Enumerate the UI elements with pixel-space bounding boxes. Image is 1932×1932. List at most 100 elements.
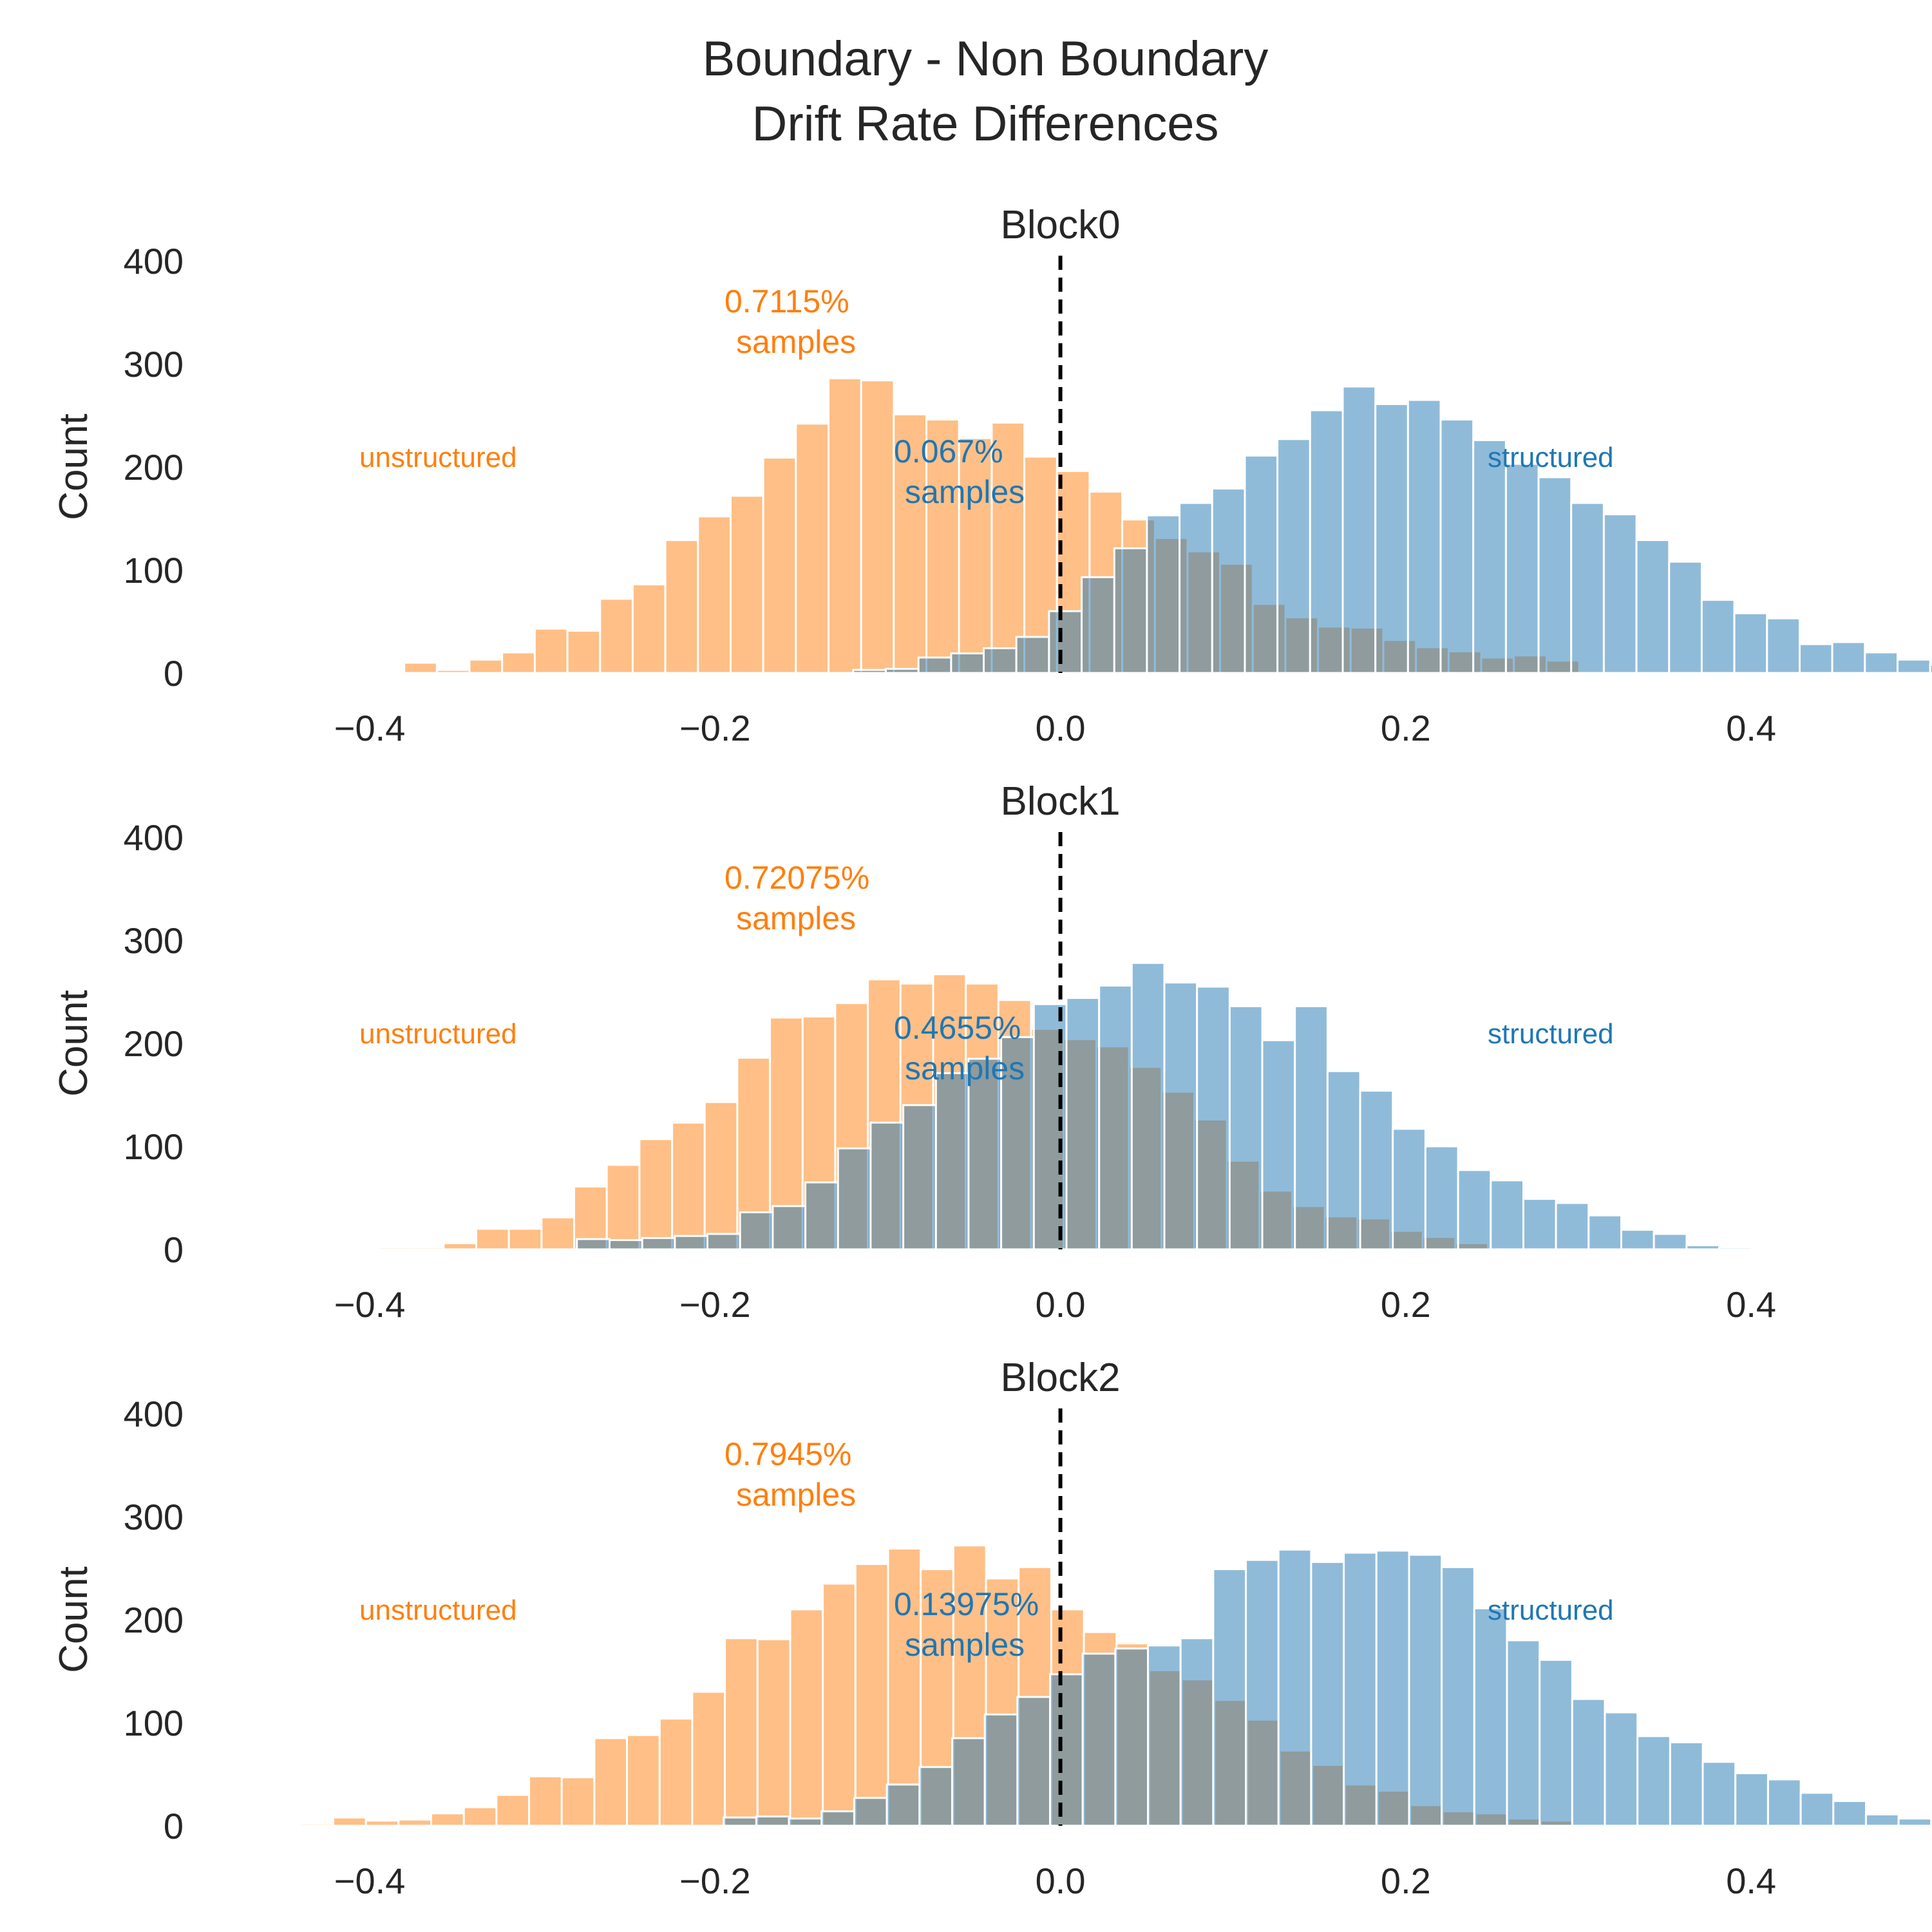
histogram-bar-structured — [1668, 560, 1703, 674]
histogram-bar-unstructured — [697, 515, 732, 674]
histogram-bar-unstructured — [756, 1638, 791, 1827]
histogram-bar-structured — [1472, 439, 1507, 674]
panel-title: Block2 — [1001, 1356, 1121, 1400]
histogram-bar-structured — [1326, 1070, 1361, 1251]
series-structured — [852, 385, 1932, 674]
histogram-bar-unstructured — [430, 1812, 465, 1827]
structured-samples-annotation: samples — [905, 474, 1025, 510]
structured-percent-annotation: 0.067% — [894, 433, 1003, 469]
histogram-bar-structured — [1766, 617, 1801, 674]
y-axis-label: Count — [52, 413, 96, 520]
histogram-bar-structured — [1196, 985, 1231, 1251]
histogram-bar-structured — [1555, 1202, 1590, 1251]
histogram-bar-structured — [1930, 1821, 1932, 1827]
histogram-bar-structured — [1570, 502, 1605, 674]
histogram-bar-structured — [1635, 539, 1671, 674]
histogram-bar-structured — [1571, 1698, 1606, 1827]
histogram-bar-structured — [1081, 1653, 1117, 1827]
histogram-bar-structured — [917, 656, 952, 674]
histogram-bar-structured — [1685, 1244, 1721, 1251]
histogram-bar-structured — [1701, 1761, 1737, 1827]
histogram-bar-structured — [1718, 1246, 1753, 1251]
histogram-bar-unstructured — [822, 1582, 857, 1827]
histogram-bar-structured — [1375, 1549, 1410, 1827]
histogram-bar-unstructured — [789, 1608, 824, 1827]
histogram-bar-unstructured — [507, 1227, 543, 1251]
y-axis-label: Count — [52, 1566, 96, 1672]
x-tick-label: 0.4 — [1726, 1284, 1776, 1325]
histogram-bar-unstructured — [691, 1690, 726, 1827]
unstructured-percent-annotation: 0.7115% — [724, 283, 849, 319]
histogram-bar-structured — [1016, 1696, 1052, 1827]
figure-title-line1: Boundary - Non Boundary — [703, 32, 1269, 86]
histogram-bar-structured — [1441, 1566, 1475, 1827]
histogram-bar-unstructured — [854, 1563, 889, 1827]
y-tick-label: 300 — [124, 1497, 184, 1537]
histogram-bar-structured — [1653, 1233, 1688, 1251]
x-tick-label: 0.0 — [1036, 1284, 1086, 1325]
histogram-bar-structured — [1604, 1711, 1639, 1827]
x-tick-label: 0.4 — [1726, 1861, 1776, 1901]
panel-title: Block0 — [1001, 203, 1121, 247]
histogram-bar-structured — [1473, 1607, 1508, 1827]
x-tick-label: −0.2 — [679, 708, 751, 748]
histogram-bar-structured — [788, 1817, 823, 1827]
histogram-bar-structured — [641, 1236, 676, 1251]
histogram-bar-structured — [1146, 514, 1181, 674]
histogram-bar-structured — [1522, 1198, 1557, 1251]
y-tick-label: 300 — [124, 920, 184, 961]
histogram-bar-unstructured — [468, 658, 504, 674]
x-tick-label: −0.4 — [334, 708, 406, 748]
y-tick-label: 200 — [124, 1023, 184, 1064]
x-tick-label: 0.4 — [1726, 708, 1776, 748]
histogram-bar-unstructured — [377, 1246, 412, 1251]
histogram-bar-unstructured — [410, 1246, 445, 1251]
histogram-bar-unstructured — [730, 495, 764, 674]
histogram-bar-unstructured — [462, 1806, 498, 1827]
histogram-bar-structured — [1015, 636, 1050, 674]
histogram-bar-unstructured — [887, 1548, 922, 1827]
histogram-bar-structured — [1669, 1741, 1704, 1827]
histogram-bar-structured — [1310, 1560, 1345, 1827]
histogram-bar-structured — [1766, 1778, 1802, 1827]
panel-block0: Block0 0 100 200 300 400 Count −0.4 −0.2 0.0 0.2 0.… — [52, 203, 1932, 748]
histogram-bar-structured — [1620, 1229, 1655, 1251]
x-tick-label: −0.4 — [334, 1284, 406, 1325]
histogram-bar-unstructured — [495, 1794, 531, 1827]
histogram-panels: Block0 0 100 200 300 400 Count −0.4 −0.2 0.0 0.2 0.… — [52, 203, 1932, 1901]
histogram-bar-structured — [674, 1235, 709, 1251]
histogram-bar-structured — [1065, 997, 1101, 1251]
y-tick-label: 400 — [124, 1394, 184, 1434]
histogram-bar-structured — [1147, 1644, 1182, 1827]
histogram-bar-unstructured — [703, 1101, 739, 1251]
y-tick-label: 0 — [164, 1806, 184, 1846]
histogram-bar-structured — [1897, 658, 1931, 674]
histogram-bar-structured — [723, 1816, 757, 1827]
histogram-bar-structured — [885, 668, 920, 674]
x-tick-label: −0.4 — [334, 1861, 406, 1901]
histogram-bar-structured — [1211, 488, 1246, 674]
histogram-bar-structured — [1864, 651, 1899, 674]
histogram-bar-structured — [934, 1072, 970, 1251]
histogram-bar-structured — [1343, 1551, 1378, 1827]
y-tick-label: 0 — [164, 653, 184, 694]
histogram-bar-structured — [1408, 1553, 1443, 1827]
histogram-bar-unstructured — [724, 1637, 759, 1827]
histogram-bar-structured — [1277, 1548, 1312, 1827]
histogram-bar-structured — [1831, 641, 1866, 674]
histogram-bar-structured — [1048, 610, 1083, 674]
histogram-bar-unstructured — [762, 457, 797, 674]
histogram-bar-unstructured — [626, 1734, 661, 1827]
histogram-bar-structured — [1490, 1179, 1525, 1251]
histogram-bar-structured — [804, 1181, 839, 1251]
histogram-bar-structured — [869, 1121, 905, 1251]
histogram-bar-structured — [739, 1211, 774, 1251]
x-tick-label: 0.0 — [1036, 1861, 1086, 1901]
y-tick-label: 100 — [124, 550, 184, 591]
histogram-bar-structured — [852, 668, 887, 674]
histogram-bar-structured — [1113, 547, 1148, 674]
histogram-bar-unstructured — [638, 1138, 674, 1251]
histogram-bar-unstructured — [631, 583, 667, 674]
figure-title-line2: Drift Rate Differences — [752, 97, 1218, 151]
